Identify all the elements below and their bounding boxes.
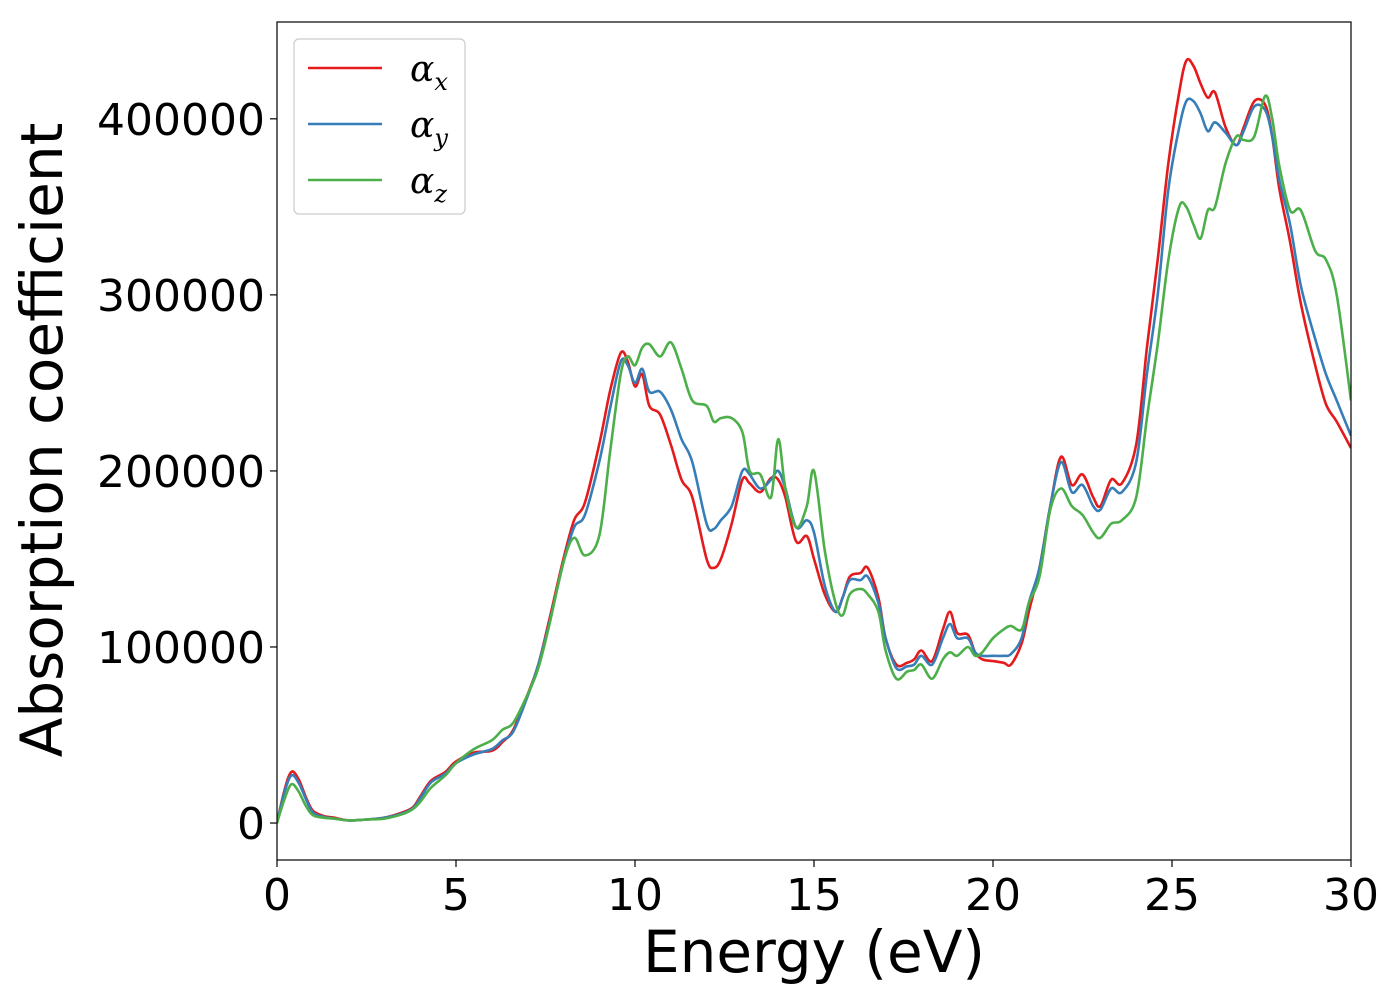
legend-label-y: αy: [410, 105, 448, 152]
legend-symbol: α: [410, 105, 434, 146]
legend-label-z: αz: [410, 161, 447, 208]
y-tick-label: 200000: [97, 447, 265, 498]
legend-subscript: z: [433, 180, 447, 208]
x-tick-label: 30: [1323, 870, 1379, 921]
y-axis-ticks: 0 100000 200000 300000 400000: [97, 95, 277, 850]
legend-subscript: y: [433, 124, 448, 152]
x-tick-label: 15: [786, 870, 842, 921]
x-tick-label: 25: [1144, 870, 1200, 921]
series-line-y: [277, 97, 1351, 824]
legend-symbol: α: [410, 161, 434, 202]
x-tick-label: 10: [607, 870, 663, 921]
y-tick-label: 300000: [97, 271, 265, 322]
series-line-z: [277, 94, 1351, 824]
legend-label-x: αx: [410, 49, 448, 96]
x-axis-title: Energy (eV): [643, 918, 985, 986]
series-layer: [277, 57, 1351, 824]
x-axis-ticks: 0 5 10 15 20 25 30: [263, 860, 1379, 921]
legend-box: [293, 38, 466, 215]
x-tick-label: 0: [263, 870, 291, 921]
x-tick-label: 20: [965, 870, 1021, 921]
x-tick-label: 5: [442, 870, 470, 921]
legend-symbol: α: [410, 49, 434, 90]
y-tick-label: 0: [237, 799, 265, 850]
y-axis-title: Absorption coefficient: [8, 123, 76, 758]
y-tick-label: 100000: [97, 623, 265, 674]
y-tick-label: 400000: [97, 95, 265, 146]
legend-subscript: x: [434, 68, 448, 96]
